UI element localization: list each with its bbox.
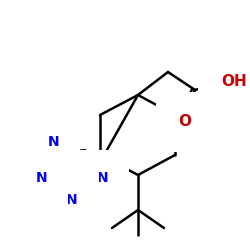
Text: N: N	[66, 193, 78, 207]
Text: OH: OH	[221, 74, 247, 90]
Text: O: O	[178, 114, 192, 130]
Text: N: N	[36, 171, 48, 185]
Text: N: N	[96, 171, 108, 185]
Text: N: N	[48, 135, 59, 149]
